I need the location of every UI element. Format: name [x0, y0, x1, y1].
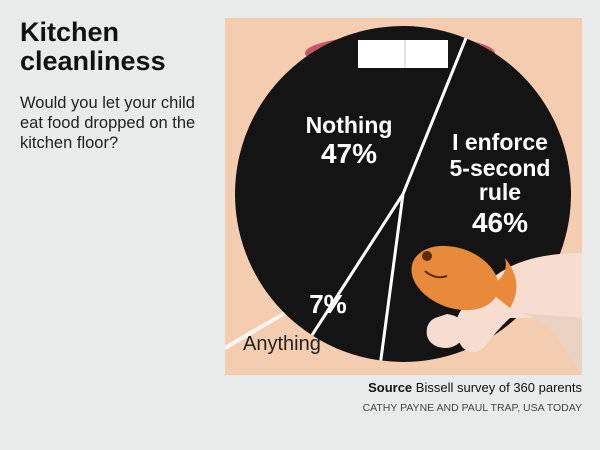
source-note: Source Bissell survey of 360 parents	[368, 380, 582, 395]
label-rule-line3: rule	[479, 179, 521, 205]
credit-note: CATHY PAYNE AND PAUL TRAP, USA TODAY	[362, 402, 582, 414]
source-text: Bissell survey of 360 parents	[415, 380, 582, 395]
illustration-panel: Nothing 47% I enforce 5-second rule 46% …	[225, 18, 582, 375]
slice-nothing	[235, 26, 466, 336]
floor-line	[225, 311, 287, 350]
label-nothing-value: 47%	[321, 138, 377, 169]
chart-question: Would you let your child eat food droppe…	[20, 94, 196, 152]
hand-with-fish	[411, 245, 582, 375]
slice-divider-2	[310, 193, 405, 337]
plate-tab	[358, 40, 448, 68]
label-nothing-name: Nothing	[306, 112, 393, 138]
label-rule-line1: I enforce	[452, 129, 548, 155]
slice-divider-0	[401, 37, 468, 195]
slice-anything	[311, 194, 403, 361]
slice-divider-1	[379, 193, 405, 361]
label-anything-name: Anything	[243, 333, 321, 355]
label-rule-value: 46%	[472, 207, 528, 238]
label-anything-value: 7%	[309, 289, 347, 319]
slice-label-nothing: Nothing 47%	[306, 112, 393, 169]
source-label: Source	[368, 380, 413, 395]
chart-title: Kitchen cleanliness	[20, 17, 166, 76]
label-rule-line2: 5-second	[450, 155, 551, 181]
slice-label-five-second-rule: I enforce 5-second rule 46%	[450, 129, 551, 238]
pie-chart: Nothing 47% I enforce 5-second rule 46% …	[225, 18, 582, 375]
